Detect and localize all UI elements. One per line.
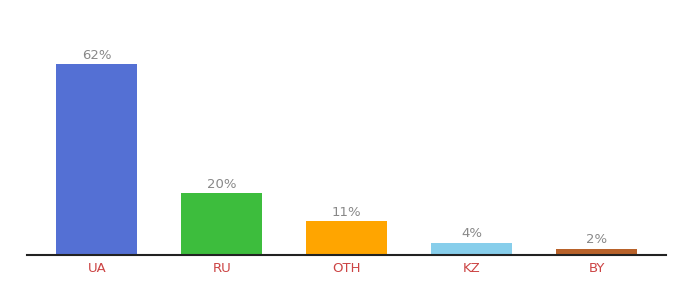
Bar xyxy=(56,64,137,255)
Bar xyxy=(556,249,637,255)
Text: 4%: 4% xyxy=(461,227,482,240)
Bar xyxy=(306,221,388,255)
Text: 11%: 11% xyxy=(332,206,362,219)
Text: 2%: 2% xyxy=(586,233,607,246)
Bar xyxy=(182,194,262,255)
Text: 62%: 62% xyxy=(82,49,112,62)
Bar xyxy=(431,243,512,255)
Text: 20%: 20% xyxy=(207,178,237,191)
